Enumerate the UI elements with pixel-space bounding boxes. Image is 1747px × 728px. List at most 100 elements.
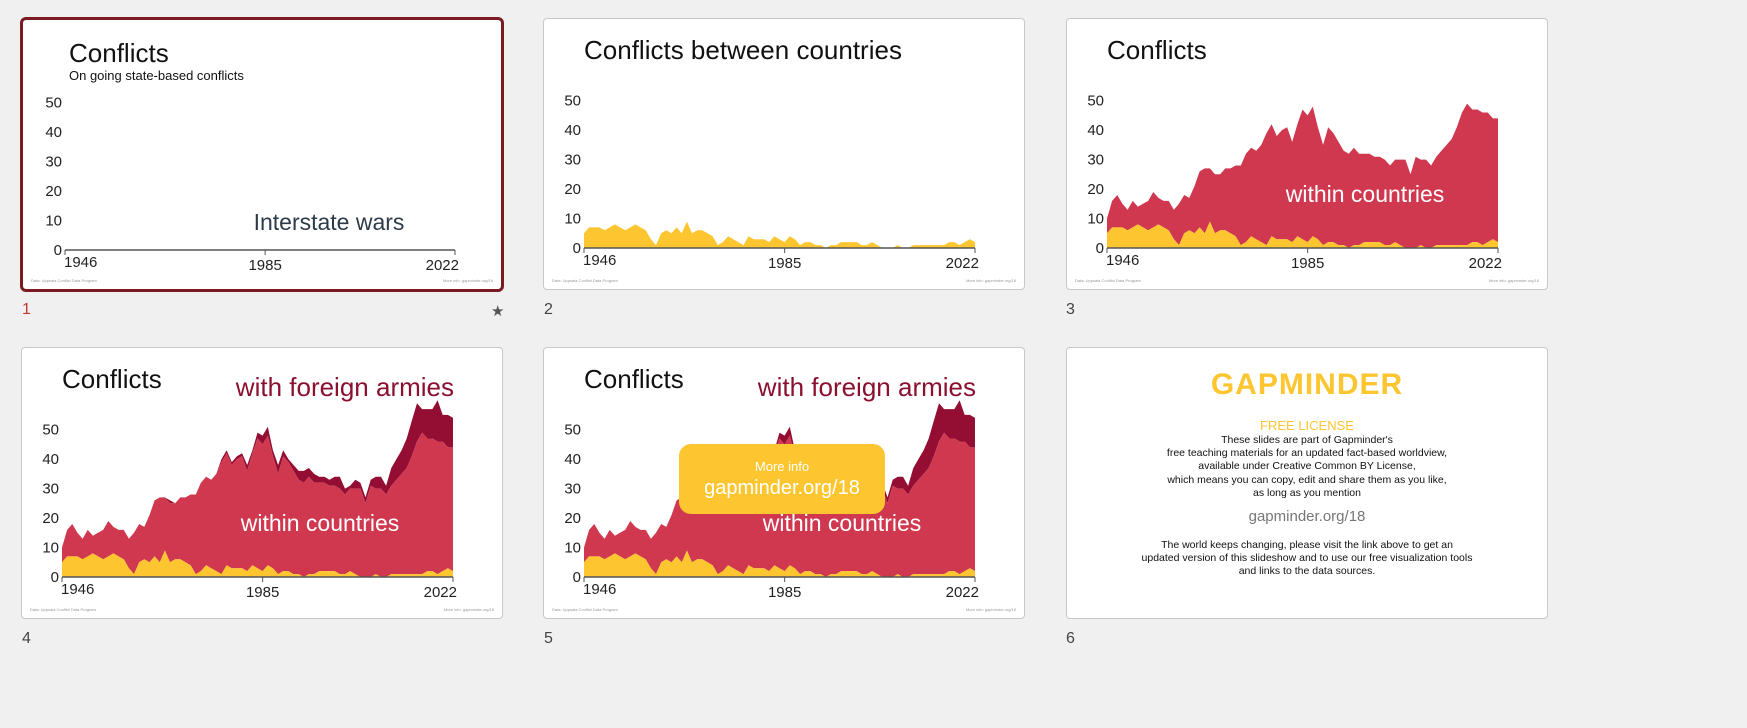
interstate-wars-label: Interstate wars: [254, 209, 405, 235]
slide-thumbnail-2[interactable]: Conflicts between countries 0 10 20 30 40 50 1…: [543, 18, 1025, 290]
conflict-chart: 0 10 20 30 40 50 1946 1985 2022 within countries: [42, 400, 457, 601]
more-info-note: More info: gapminder.org/18: [965, 278, 1016, 283]
interstate-wars-area: [62, 550, 453, 577]
y-tick-label: 20: [564, 510, 581, 527]
within-countries-label: within countries: [762, 510, 922, 536]
y-tick-label: 40: [42, 451, 59, 468]
more-info-note: More info: gapminder.org/18: [1488, 278, 1539, 283]
license-line: which means you can copy, edit and share…: [1167, 473, 1447, 486]
foreign-armies-label: with foreign armies: [235, 372, 454, 402]
y-tick-label: 50: [564, 93, 581, 110]
y-tick-label: 50: [564, 422, 581, 439]
slide-title: Conflicts: [69, 38, 169, 68]
conflict-chart: 0 10 20 30 40 50 1946 1985 2022 within countries: [1087, 93, 1502, 272]
more-info-note: More info: gapminder.org/18: [443, 607, 494, 612]
x-tick-label: 1946: [61, 581, 94, 598]
gapminder-logo: GAPMINDER: [1210, 368, 1404, 401]
source-note: Data: Uppsala Conflict Data Program: [30, 607, 96, 612]
slide-thumbnail-3[interactable]: Conflicts 0 10 20 30 40 50 1946 1985 2022 within …: [1066, 18, 1548, 290]
source-note: Data: Uppsala Conflict Data Program: [31, 278, 97, 283]
y-tick-label: 40: [1087, 122, 1104, 139]
interstate-wars-area: [584, 221, 975, 248]
foreign-armies-area: [62, 400, 453, 548]
y-tick-label: 10: [45, 213, 62, 230]
y-tick-label: 30: [42, 481, 59, 498]
interstate-wars-area: [1107, 221, 1498, 248]
star-icon[interactable]: ★: [491, 303, 505, 320]
source-note: Data: Uppsala Conflict Data Program: [1075, 278, 1141, 283]
y-tick-label: 50: [42, 422, 59, 439]
license-text: These slides are part of Gapminder's fre…: [1067, 434, 1547, 500]
y-tick-label: 30: [1087, 152, 1104, 169]
within-countries-area: [1107, 103, 1498, 248]
y-tick-label: 40: [564, 122, 581, 139]
x-tick-label: 1985: [1291, 255, 1324, 272]
x-tick-label: 2022: [1469, 255, 1502, 272]
update-line: and links to the data sources.: [1238, 565, 1376, 578]
more-info-button[interactable]: More info gapminder.org/18: [679, 444, 885, 514]
x-tick-label: 1985: [248, 257, 281, 274]
y-tick-label: 20: [564, 181, 581, 198]
update-line: The world keeps changing, please visit t…: [1161, 539, 1453, 551]
slide-number: 5: [544, 630, 553, 647]
y-tick-label: 10: [564, 211, 581, 228]
y-tick-label: 10: [1087, 211, 1104, 228]
more-info-note: More info: gapminder.org/18: [442, 278, 493, 283]
y-tick-label: 10: [564, 540, 581, 557]
slide-thumbnail-1[interactable]: Conflicts On going state-based conflicts…: [20, 17, 504, 292]
y-tick-label: 30: [564, 152, 581, 169]
y-tick-label: 0: [51, 569, 59, 586]
gapminder-link[interactable]: gapminder.org/18: [1248, 508, 1366, 525]
more-info-url: gapminder.org/18: [704, 477, 860, 499]
license-line: These slides are part of Gapminder's: [1221, 434, 1393, 446]
slide-thumbnail-6[interactable]: GAPMINDER FREE LICENSE These slides are …: [1066, 347, 1548, 619]
y-tick-label: 0: [573, 240, 581, 257]
y-tick-label: 50: [45, 95, 62, 112]
slide-number: 2: [544, 301, 553, 318]
y-tick-label: 0: [573, 569, 581, 586]
source-note: Data: Uppsala Conflict Data Program: [552, 607, 618, 612]
more-info-note: More info: gapminder.org/18: [965, 607, 1016, 612]
y-tick-label: 50: [1087, 93, 1104, 110]
x-tick-label: 2022: [946, 255, 979, 272]
x-tick-label: 2022: [424, 584, 457, 601]
y-tick-label: 30: [45, 154, 62, 171]
slide-number: 6: [1066, 630, 1075, 647]
x-tick-label: 1946: [583, 581, 616, 598]
y-tick-label: 40: [564, 451, 581, 468]
x-tick-label: 1985: [246, 584, 279, 601]
y-tick-label: 40: [45, 124, 62, 141]
foreign-armies-label: with foreign armies: [757, 372, 976, 402]
slide-title: Conflicts: [62, 364, 162, 394]
y-tick-label: 20: [45, 183, 62, 200]
slide-number: 3: [1066, 301, 1075, 318]
slide-title: Conflicts: [584, 364, 684, 394]
within-countries-area: [62, 432, 453, 577]
within-countries-label: within countries: [240, 510, 400, 536]
x-tick-label: 1946: [1106, 252, 1139, 269]
y-tick-label: 0: [1096, 240, 1104, 257]
x-tick-label: 1985: [768, 255, 801, 272]
y-tick-label: 20: [42, 510, 59, 527]
slide-subtitle: On going state-based conflicts: [69, 68, 244, 83]
foreign-armies-area: [584, 400, 975, 548]
slide-number: 4: [22, 630, 31, 647]
conflict-chart: 0 10 20 30 40 50 1946 1985 2022: [564, 93, 979, 272]
y-tick-label: 30: [564, 481, 581, 498]
slide-thumbnail-5[interactable]: Conflicts with foreign armies 0 10 20 30 40 5…: [543, 347, 1025, 619]
y-tick-label: 0: [54, 242, 62, 259]
x-tick-label: 2022: [426, 257, 459, 274]
license-line: as long as you mention: [1253, 486, 1361, 499]
within-countries-label: within countries: [1285, 181, 1445, 207]
slide-thumbnail-4[interactable]: Conflicts with foreign armies 0 10 20 30 40 5…: [21, 347, 503, 619]
update-line: updated version of this slideshow and to…: [1141, 552, 1473, 565]
x-tick-label: 1946: [583, 252, 616, 269]
source-note: Data: Uppsala Conflict Data Program: [552, 278, 618, 283]
license-line: available under Creative Common BY Licen…: [1198, 460, 1416, 473]
slide-title: Conflicts between countries: [584, 35, 902, 65]
slide-number: 1: [22, 301, 31, 318]
y-tick-label: 20: [1087, 181, 1104, 198]
conflict-chart: 0 10 20 30 40 50 1946 1985 2022 Interstate wars: [45, 95, 459, 274]
y-tick-label: 10: [42, 540, 59, 557]
x-tick-label: 1985: [768, 584, 801, 601]
